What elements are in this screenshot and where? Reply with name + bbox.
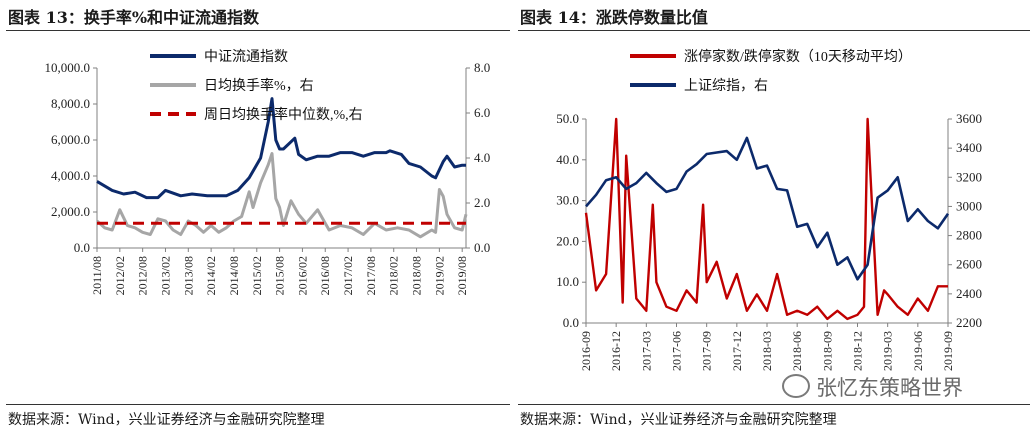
left-source-note: 数据来源：Wind，兴业证券经济与金融研究院整理 [8,412,325,428]
right-series-1-line [585,136,950,281]
left-x-tick-label: 2014/02 [204,256,218,295]
right-x-tick-label: 2018-03 [760,331,774,371]
right-right-tick-label: 2800 [956,228,982,243]
left-left-tick-label: 8,000.0 [51,96,90,111]
right-right-tick-label: 3600 [956,111,982,126]
right-x-tick-label: 2018-06 [790,331,804,371]
right-panel-title: 图表 14：涨跌停数量比值 [520,8,708,27]
right-title-rule [518,30,1030,31]
left-title-rule [6,30,510,31]
left-x-tick-label: 2014/08 [227,256,241,295]
left-left-tick-label: 4,000.0 [51,168,90,183]
right-x-tick-label: 2016-12 [609,331,623,371]
right-series-0-line [584,117,948,321]
left-x-tick-label: 2013/08 [181,256,195,295]
right-legend-label-1: 上证综指，右 [684,78,768,94]
right-x-tick-label: 2018-09 [820,331,834,371]
left-legend-label-1: 日均换手率%，右 [204,77,314,94]
right-left-tick-label: 20.0 [556,233,579,248]
left-x-tick-label: 2017/02 [341,256,355,295]
right-x-tick-label: 2019-09 [941,331,955,371]
right-source-rule [518,404,1030,405]
right-x-tick-label: 2018-12 [851,331,865,371]
left-series-0-line [96,97,466,200]
right-x-tick-label: 2016-09 [579,331,593,371]
left-legend-label-2: 周日均换手率中位数,%,右 [204,106,363,123]
right-source-note: 数据来源：Wind，兴业证券经济与金融研究院整理 [520,412,837,428]
right-right-tick-label: 2600 [956,257,982,272]
right-x-tick-label: 2017-12 [730,331,744,371]
left-panel-title: 图表 13：换手率%和中证流通指数 [8,8,260,27]
left-right-tick-label: 8.0 [474,60,490,75]
left-x-tick-label: 2019/02 [432,256,446,295]
left-x-tick-label: 2019/08 [455,256,469,295]
left-source-rule [6,404,510,405]
left-right-tick-label: 2.0 [474,195,490,210]
right-right-tick-label: 3000 [956,198,982,213]
left-left-tick-label: 0.0 [74,240,90,255]
left-x-tick-label: 2011/08 [90,256,104,295]
left-right-tick-label: 6.0 [474,105,490,120]
watermark-text: 张忆东策略世界 [816,376,963,400]
right-x-tick-label: 2017-09 [700,331,714,371]
left-x-tick-label: 2017/08 [364,256,378,295]
wechat-logo-icon [782,374,810,398]
right-left-tick-label: 10.0 [556,274,579,289]
left-x-tick-label: 2018/02 [387,256,401,295]
left-x-tick-label: 2016/02 [295,256,309,295]
left-series-1-line [95,152,468,239]
right-right-tick-label: 3400 [956,140,982,155]
right-x-tick-label: 2017-03 [639,331,653,371]
right-left-tick-label: 0.0 [563,315,579,330]
left-x-tick-label: 2013/02 [158,256,172,295]
right-right-tick-label: 2200 [956,315,982,330]
left-left-tick-label: 6,000.0 [51,132,90,147]
right-x-tick-label: 2019-06 [911,331,925,371]
left-left-tick-label: 2,000.0 [51,204,90,219]
right-legend-label-0: 涨停家数/跌停家数（10天移动平均） [684,48,912,65]
left-legend-label-0: 中证流通指数 [204,49,288,65]
right-right-tick-label: 2400 [956,286,982,301]
left-right-tick-label: 0.0 [474,240,490,255]
left-left-tick-label: 10,000.0 [45,60,91,75]
left-x-tick-label: 2016/08 [318,256,332,295]
right-right-tick-label: 3200 [956,169,982,184]
right-x-tick-label: 2019-03 [881,331,895,371]
left-right-tick-label: 4.0 [474,150,490,165]
left-x-tick-label: 2015/02 [250,256,264,295]
left-x-tick-label: 2018/08 [410,256,424,295]
right-left-tick-label: 30.0 [556,193,579,208]
watermark: 张忆东策略世界 [782,372,963,402]
left-x-tick-label: 2015/08 [273,256,287,295]
right-x-tick-label: 2017-06 [670,331,684,371]
right-left-tick-label: 50.0 [556,111,579,126]
left-x-tick-label: 2012/02 [113,256,127,295]
left-x-tick-label: 2012/08 [136,256,150,295]
right-left-tick-label: 40.0 [556,152,579,167]
